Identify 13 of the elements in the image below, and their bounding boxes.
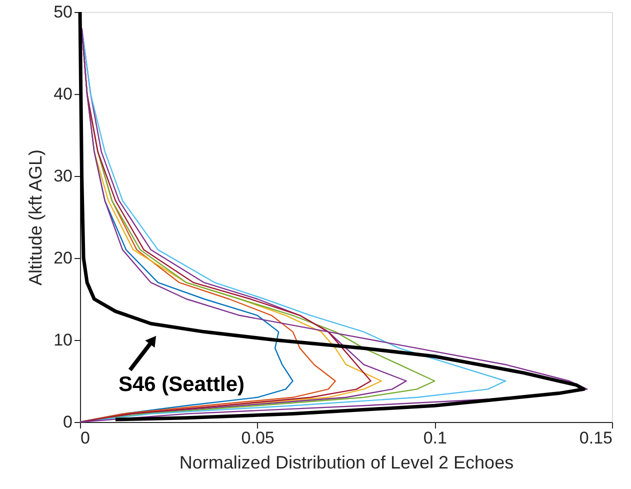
y-tick-label: 30 [54, 166, 72, 186]
y-tick-label: 20 [54, 248, 72, 268]
x-tick-label: 0.05 [241, 428, 274, 448]
y-tick-label: 50 [54, 2, 72, 22]
x-tick-label: 0.1 [423, 428, 447, 448]
y-tick-label: 10 [54, 330, 72, 350]
y-axis-title: Altitude (kft AGL) [26, 149, 46, 286]
y-tick-label: 40 [54, 84, 72, 104]
x-tick-label: 0.15 [579, 428, 612, 448]
y-tick-label: 0 [63, 412, 72, 432]
x-axis-title: Normalized Distribution of Level 2 Echoes [179, 452, 514, 472]
annotation: S46 (Seattle) [118, 373, 245, 396]
x-tick-label: 0 [80, 428, 90, 448]
